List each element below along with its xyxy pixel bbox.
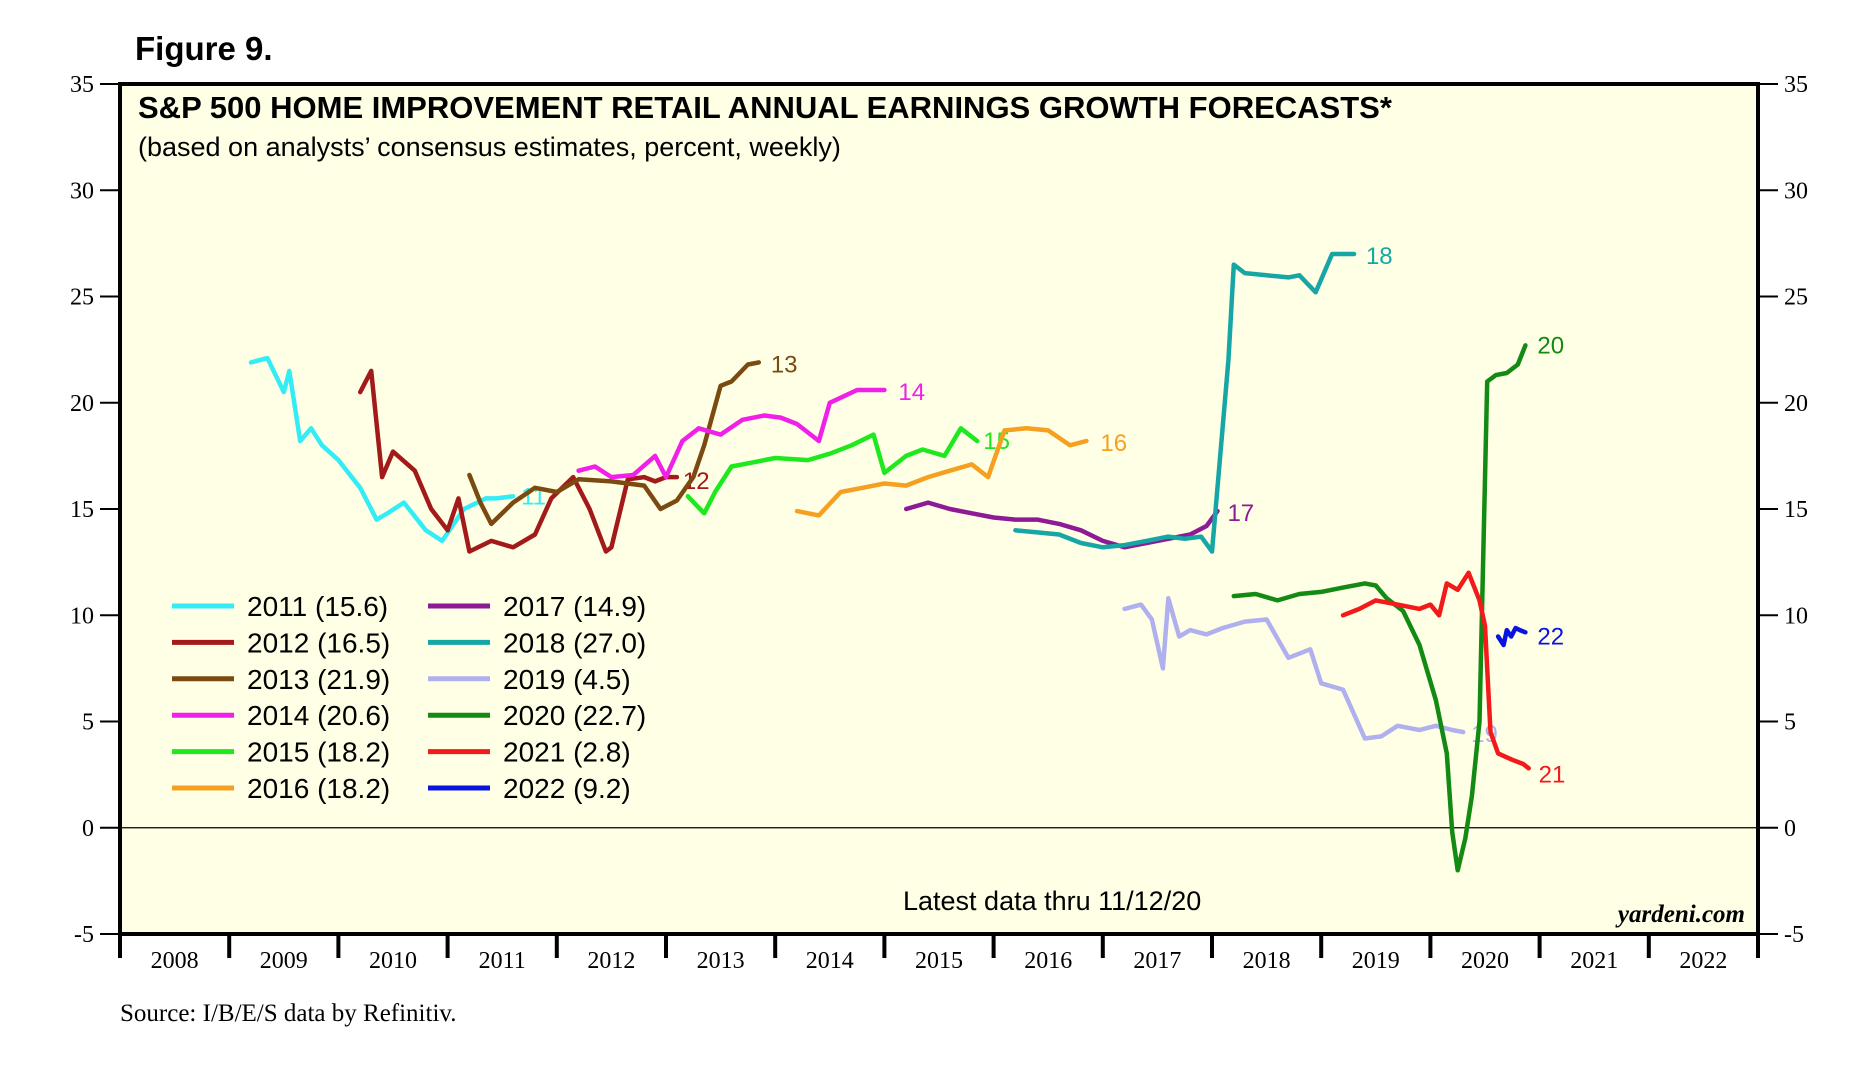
- legend-label-2018: 2018 (27.0): [503, 627, 646, 658]
- x-tick-label: 2013: [697, 948, 745, 974]
- x-tick-label: 2017: [1133, 948, 1181, 974]
- y-tick-label-right: -5: [1784, 922, 1804, 948]
- legend-label-2021: 2021 (2.8): [503, 737, 631, 768]
- series-end-label-2021: 21: [1539, 761, 1566, 788]
- series-line-2011: [248, 355, 516, 544]
- series-line-2013: [467, 360, 762, 527]
- legend-label-2022: 2022 (9.2): [503, 773, 631, 804]
- y-tick-label-right: 25: [1784, 285, 1808, 311]
- series-end-label-2020: 20: [1537, 332, 1564, 359]
- x-tick-label: 2016: [1024, 948, 1072, 974]
- series-line-2012: [357, 368, 680, 554]
- series-line-2015: [685, 426, 980, 516]
- x-tick-label: 2018: [1243, 948, 1291, 974]
- series-end-label-2017: 17: [1227, 500, 1254, 527]
- y-tick-label-left: -5: [74, 922, 94, 948]
- y-tick-label-right: 15: [1784, 497, 1808, 523]
- x-tick-label: 2012: [587, 948, 635, 974]
- y-tick-label-left: 30: [70, 178, 94, 204]
- y-tick-label-right: 20: [1784, 391, 1808, 417]
- latest-data-note: Latest data thru 11/12/20: [903, 886, 1201, 916]
- series-line-2018: [1013, 251, 1357, 554]
- y-tick-label-right: 5: [1784, 710, 1796, 736]
- x-tick-label: 2020: [1461, 948, 1509, 974]
- x-tick-label: 2010: [369, 948, 417, 974]
- plot-area: [118, 82, 1760, 936]
- legend-label-2016: 2016 (18.2): [247, 773, 390, 804]
- series-end-label-2014: 14: [898, 379, 925, 406]
- x-tick-label: 2014: [806, 948, 854, 974]
- legend-label-2017: 2017 (14.9): [503, 591, 646, 622]
- chart-subtitle: (based on analysts’ consensus estimates,…: [138, 132, 841, 162]
- legend-label-2014: 2014 (20.6): [247, 700, 390, 731]
- series-line-2022: [1495, 625, 1528, 648]
- y-tick-label-right: 35: [1784, 72, 1808, 98]
- y-tick-label-right: 30: [1784, 178, 1808, 204]
- y-tick-label-left: 20: [70, 391, 94, 417]
- y-tick-label-left: 10: [70, 603, 94, 629]
- series-end-label-2018: 18: [1366, 243, 1393, 270]
- legend-label-2011: 2011 (15.6): [247, 591, 388, 622]
- legend-label-2020: 2020 (22.7): [503, 700, 646, 731]
- y-tick-label-left: 5: [82, 710, 94, 736]
- series-line-2020: [1231, 343, 1528, 873]
- series-line-2014: [576, 387, 887, 480]
- figure-label: Figure 9.: [135, 30, 273, 67]
- legend-label-2013: 2013 (21.9): [247, 664, 390, 695]
- legend-label-2019: 2019 (4.5): [503, 664, 631, 695]
- y-tick-label-left: 35: [70, 72, 94, 98]
- x-tick-label: 2009: [260, 948, 308, 974]
- x-tick-label: 2021: [1570, 948, 1618, 974]
- legend-label-2012: 2012 (16.5): [247, 627, 390, 658]
- x-tick-label: 2022: [1679, 948, 1727, 974]
- source-note: Source: I/B/E/S data by Refinitiv.: [120, 1000, 457, 1027]
- x-tick-label: 2011: [479, 948, 526, 974]
- series-end-label-2022: 22: [1537, 623, 1564, 650]
- series-end-label-2013: 13: [771, 351, 798, 378]
- x-tick-label: 2015: [915, 948, 963, 974]
- legend-label-2015: 2015 (18.2): [247, 737, 390, 768]
- series-end-label-2016: 16: [1100, 430, 1127, 457]
- chart-title: S&P 500 HOME IMPROVEMENT RETAIL ANNUAL E…: [138, 90, 1393, 125]
- y-tick-label-left: 0: [82, 816, 94, 842]
- y-tick-label-right: 0: [1784, 816, 1796, 842]
- series-line-2019: [1122, 596, 1466, 741]
- x-tick-label: 2008: [151, 948, 199, 974]
- credit-label: yardeni.com: [1615, 901, 1745, 928]
- series-line-2016: [794, 426, 1089, 518]
- x-tick-label: 2019: [1352, 948, 1400, 974]
- y-tick-label-left: 25: [70, 285, 94, 311]
- y-tick-label-right: 10: [1784, 603, 1808, 629]
- series-line-2021: [1340, 570, 1531, 771]
- y-tick-label-left: 15: [70, 497, 94, 523]
